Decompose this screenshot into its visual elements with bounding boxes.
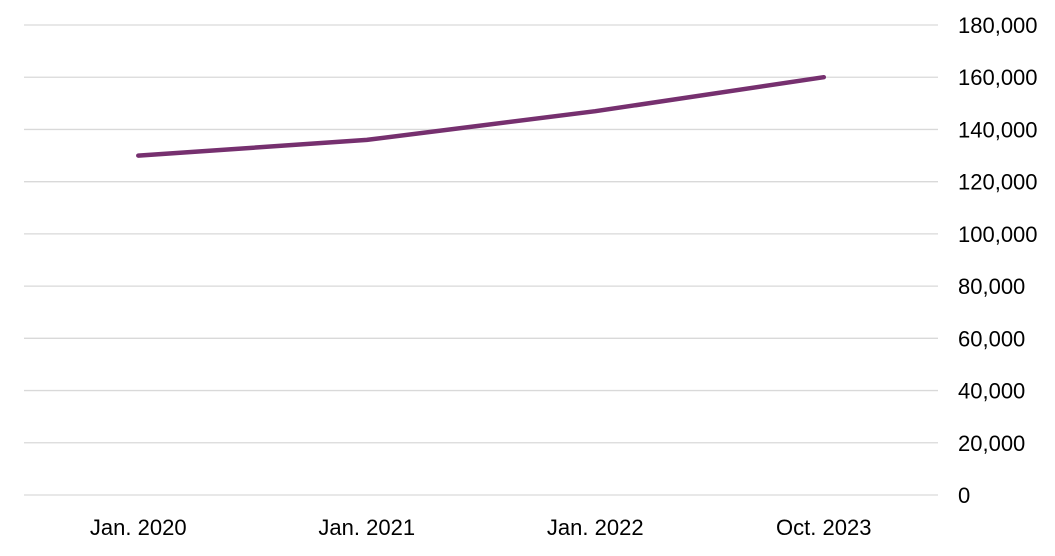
y-tick-label: 140,000	[958, 117, 1038, 142]
series-line	[136, 74, 827, 158]
x-tick-label: Jan. 2020	[90, 515, 187, 540]
y-tick-label: 120,000	[958, 170, 1038, 195]
x-tick-label: Jan. 2021	[318, 515, 415, 540]
y-tick-label: 180,000	[958, 13, 1038, 38]
y-tick-label: 80,000	[958, 274, 1025, 299]
y-tick-label: 20,000	[958, 431, 1025, 456]
x-axis-tick-labels: Jan. 2020 Jan. 2021 Jan. 2022 Oct. 2023	[90, 515, 872, 540]
x-tick-label: Jan. 2022	[547, 515, 644, 540]
x-tick-label: Oct. 2023	[776, 515, 871, 540]
y-tick-label: 60,000	[958, 326, 1025, 351]
y-tick-label: 160,000	[958, 65, 1038, 90]
y-tick-label: 100,000	[958, 222, 1038, 247]
y-axis-tick-labels: 0 20,000 40,000 60,000 80,000 100,000 120,000 1…	[958, 13, 1038, 508]
gridlines	[24, 24, 938, 496]
y-tick-label: 0	[958, 483, 970, 508]
series-layer	[136, 74, 827, 158]
y-tick-label: 40,000	[958, 379, 1025, 404]
